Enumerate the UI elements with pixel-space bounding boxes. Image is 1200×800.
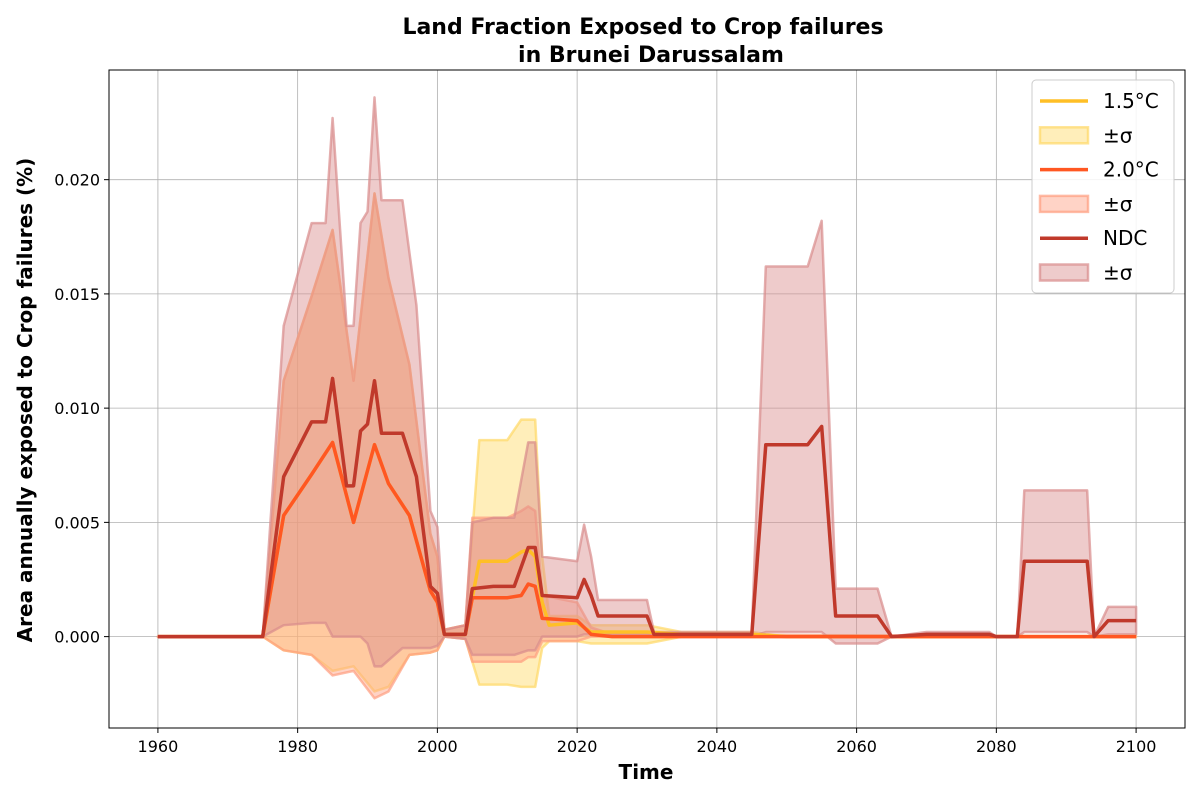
legend-swatch-band bbox=[1038, 263, 1090, 282]
series-line-2 bbox=[157, 376, 1137, 639]
y-axis-label: Area annually exposed to Crop failures (… bbox=[13, 158, 37, 643]
band-layer bbox=[156, 96, 1138, 700]
legend-label: 2.0°C bbox=[1103, 158, 1159, 182]
legend-label: ±σ bbox=[1103, 261, 1133, 285]
y-tick-label: 0.005 bbox=[54, 513, 100, 532]
x-tick-label: 1980 bbox=[277, 737, 318, 756]
y-tick-label: 0.020 bbox=[54, 171, 100, 190]
tick-layer: 1960 1980 2000 2020 2040 2060 2080 2100 0.000 0.0… bbox=[54, 171, 1156, 756]
x-tick-label: 2100 bbox=[1116, 737, 1157, 756]
chart-title-line2: in Brunei Darussalam bbox=[518, 43, 784, 68]
legend-label: NDC bbox=[1103, 226, 1147, 250]
x-tick-label: 2080 bbox=[976, 737, 1017, 756]
x-tick-label: 1960 bbox=[138, 737, 179, 756]
legend-swatch-band bbox=[1038, 194, 1090, 214]
y-tick-label: 0.015 bbox=[54, 285, 100, 304]
chart-title-line1: Land Fraction Exposed to Crop failures bbox=[402, 15, 883, 40]
y-tick-label: 0.010 bbox=[54, 399, 100, 418]
legend: 1.5°C ±σ 2.0°C ±σ NDC ±σ bbox=[1031, 79, 1175, 294]
x-tick-label: 2000 bbox=[417, 737, 458, 756]
plot-frame bbox=[108, 69, 1186, 729]
y-tick-label: 0.000 bbox=[54, 628, 100, 647]
x-tick-label: 2020 bbox=[557, 737, 598, 756]
legend-label: ±σ bbox=[1103, 123, 1133, 147]
sigma-band-2 bbox=[156, 96, 1138, 668]
legend-label: 1.5°C bbox=[1103, 89, 1159, 113]
legend-swatch-band bbox=[1038, 126, 1090, 145]
line-layer bbox=[157, 376, 1137, 639]
legend-label: ±σ bbox=[1103, 192, 1133, 216]
x-tick-label: 2040 bbox=[697, 737, 738, 756]
x-axis-label: Time bbox=[619, 760, 674, 784]
x-tick-label: 2060 bbox=[836, 737, 877, 756]
